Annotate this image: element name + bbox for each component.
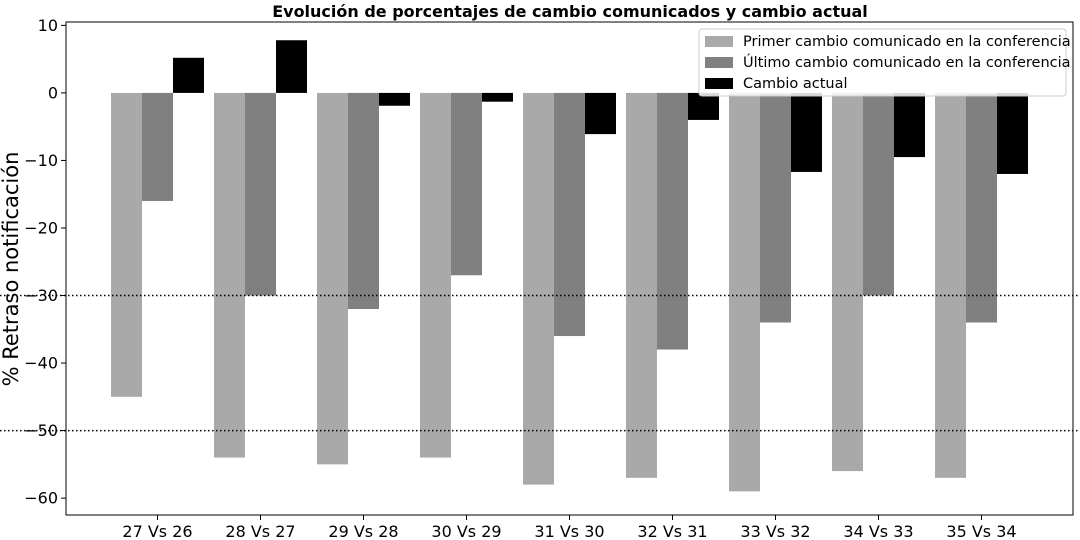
bar-series-3-3 bbox=[379, 92, 410, 106]
bar-series-1-7 bbox=[729, 92, 760, 492]
y-axis-label: % Retraso notificación bbox=[0, 152, 23, 387]
plot-area: 10 0 −10 −20 −30 −40 −50 −60 27 Vs 26 28 Vs 27 29 … bbox=[0, 16, 1080, 540]
legend-swatch-1 bbox=[705, 36, 733, 47]
bar-series-2-4 bbox=[451, 92, 482, 276]
bar-series-3-7 bbox=[791, 92, 822, 172]
bar-series-3-9 bbox=[997, 92, 1028, 174]
bar-series-2-2 bbox=[245, 92, 276, 296]
bar-series-3-2 bbox=[276, 40, 307, 93]
bar-series-3-1 bbox=[173, 57, 204, 93]
x-tick-label: 33 Vs 32 bbox=[740, 522, 810, 540]
y-tick-label: −20 bbox=[24, 218, 58, 237]
bar-series-1-5 bbox=[523, 92, 554, 485]
bar-series-2-5 bbox=[554, 92, 585, 337]
bar-series-3-6 bbox=[688, 92, 719, 120]
bar-series-3-5 bbox=[585, 92, 616, 135]
legend-label-1: Primer cambio comunicado en la conferenc… bbox=[743, 34, 1071, 50]
bar-series-1-8 bbox=[832, 92, 863, 472]
legend-label-3: Cambio actual bbox=[743, 76, 848, 92]
bar-series-2-9 bbox=[966, 92, 997, 323]
bar-series-1-6 bbox=[626, 92, 657, 478]
y-tick-label: −10 bbox=[24, 151, 58, 170]
bar-series-2-8 bbox=[863, 92, 894, 296]
x-tick-label: 27 Vs 26 bbox=[122, 522, 192, 540]
x-tick-label: 35 Vs 34 bbox=[946, 522, 1016, 540]
y-tick-label: 10 bbox=[38, 16, 58, 35]
legend-box bbox=[698, 28, 1067, 97]
x-tick-label: 32 Vs 31 bbox=[637, 522, 707, 540]
y-tick-label: 0 bbox=[48, 83, 58, 102]
x-tick-label: 31 Vs 30 bbox=[534, 522, 604, 540]
legend-swatch-3 bbox=[705, 78, 733, 89]
chart-title: Evolución de porcentajes de cambio comun… bbox=[272, 2, 868, 21]
x-tick-label: 30 Vs 29 bbox=[431, 522, 501, 540]
bar-series-2-1 bbox=[142, 92, 173, 201]
bar-series-1-2 bbox=[214, 92, 245, 458]
bar-series-2-3 bbox=[348, 92, 379, 310]
y-tick-label: −60 bbox=[24, 489, 58, 508]
bar-series-2-7 bbox=[760, 92, 791, 323]
bar-series-2-6 bbox=[657, 92, 688, 350]
x-tick-label: 28 Vs 27 bbox=[225, 522, 295, 540]
legend-label-2: Último cambio comunicado en la conferenc… bbox=[743, 53, 1071, 71]
y-tick-label: −40 bbox=[24, 354, 58, 373]
x-tick-label: 34 Vs 33 bbox=[843, 522, 913, 540]
legend: Primer cambio comunicado en la conferenc… bbox=[698, 28, 1071, 97]
bar-series-1-9 bbox=[935, 92, 966, 478]
legend-swatch-2 bbox=[705, 57, 733, 68]
y-tick-label: −50 bbox=[24, 421, 58, 440]
bar-series-3-4 bbox=[482, 92, 513, 102]
x-tick-label: 29 Vs 28 bbox=[328, 522, 398, 540]
y-tick-label: −30 bbox=[24, 286, 58, 305]
bar-series-1-4 bbox=[420, 92, 451, 458]
bar-series-3-8 bbox=[894, 92, 925, 158]
bar-series-1-3 bbox=[317, 92, 348, 465]
bar-series-1-1 bbox=[111, 92, 142, 397]
